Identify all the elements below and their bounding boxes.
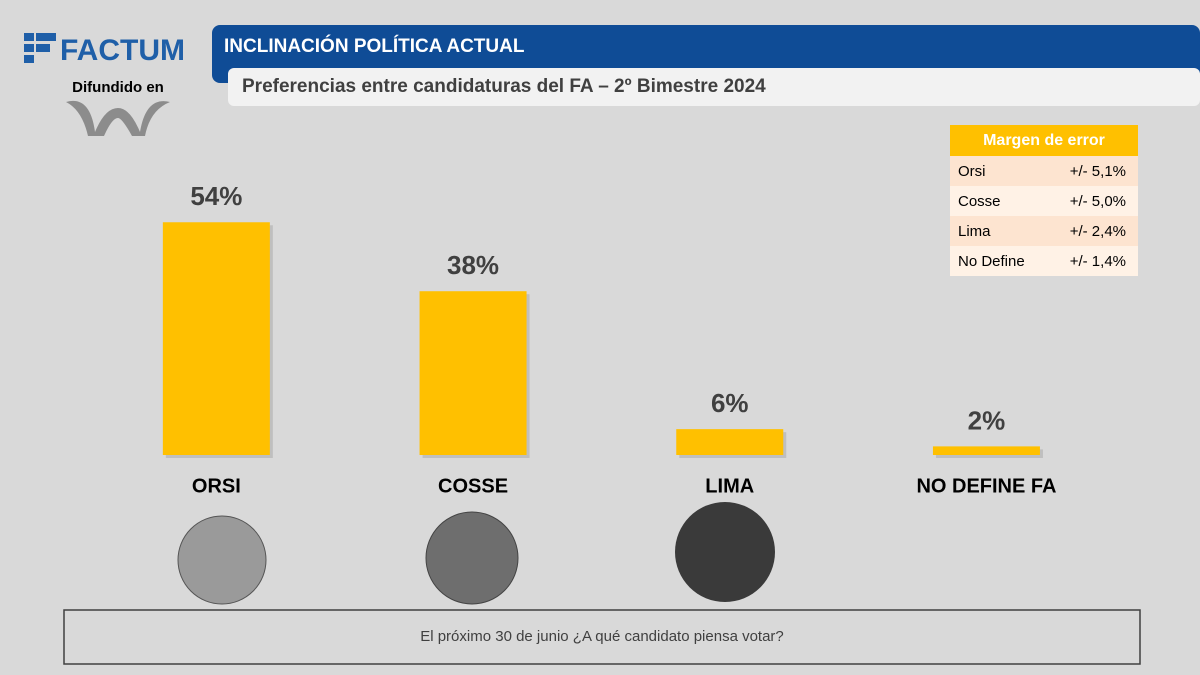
photo bbox=[675, 502, 775, 602]
row-name: Orsi bbox=[958, 163, 986, 180]
table-row bbox=[950, 246, 1138, 276]
question: El próximo 30 de junio ¿A qué candidato … bbox=[420, 628, 784, 645]
photo bbox=[425, 511, 519, 605]
logo-mark bbox=[24, 33, 56, 63]
header-title: INCLINACIÓN POLÍTICA ACTUAL bbox=[224, 35, 525, 57]
bar bbox=[162, 222, 270, 455]
row-value: +/- 2,4% bbox=[1070, 223, 1126, 240]
question-box bbox=[63, 609, 1141, 665]
subtitle-box bbox=[228, 68, 1200, 106]
table-title: Margen de error bbox=[983, 132, 1105, 149]
category-label: LIMA bbox=[705, 475, 754, 497]
margin-table: Margen de error Orsi +/- 5,1% Cosse +/- 5,0%… bbox=[950, 125, 1138, 276]
row-value: +/- 5,1% bbox=[1070, 163, 1126, 180]
header-subtitle: Preferencias entre candidaturas del FA –… bbox=[242, 76, 766, 97]
category-label: COSSE bbox=[438, 475, 508, 497]
photos bbox=[177, 502, 775, 605]
bar bbox=[676, 429, 784, 455]
category-label: ORSI bbox=[192, 475, 241, 497]
media-logo bbox=[66, 100, 170, 136]
value-label: 2% bbox=[968, 405, 1006, 435]
chart: 54% ORSI 38% COSSE 6% LIMA 2% NO DEFINE FA bbox=[162, 181, 1056, 497]
category-label: NO DEFINE FA bbox=[916, 475, 1056, 497]
row-value: +/- 5,0% bbox=[1070, 193, 1126, 210]
table-header bbox=[950, 125, 1138, 156]
photo bbox=[177, 515, 267, 605]
table-row bbox=[950, 216, 1138, 246]
row-name: No Define bbox=[958, 253, 1025, 270]
table-row bbox=[950, 156, 1138, 186]
row-name: Lima bbox=[958, 223, 991, 240]
bar bbox=[932, 446, 1040, 455]
table-row bbox=[950, 186, 1138, 216]
bar bbox=[419, 291, 527, 455]
value-label: 38% bbox=[447, 250, 499, 280]
logo-text: FACTUM bbox=[60, 34, 185, 67]
row-name: Cosse bbox=[958, 193, 1001, 210]
row-value: +/- 1,4% bbox=[1070, 253, 1126, 270]
value-label: 54% bbox=[190, 181, 242, 211]
distributed-label: Difundido en bbox=[72, 79, 164, 96]
value-label: 6% bbox=[711, 388, 749, 418]
